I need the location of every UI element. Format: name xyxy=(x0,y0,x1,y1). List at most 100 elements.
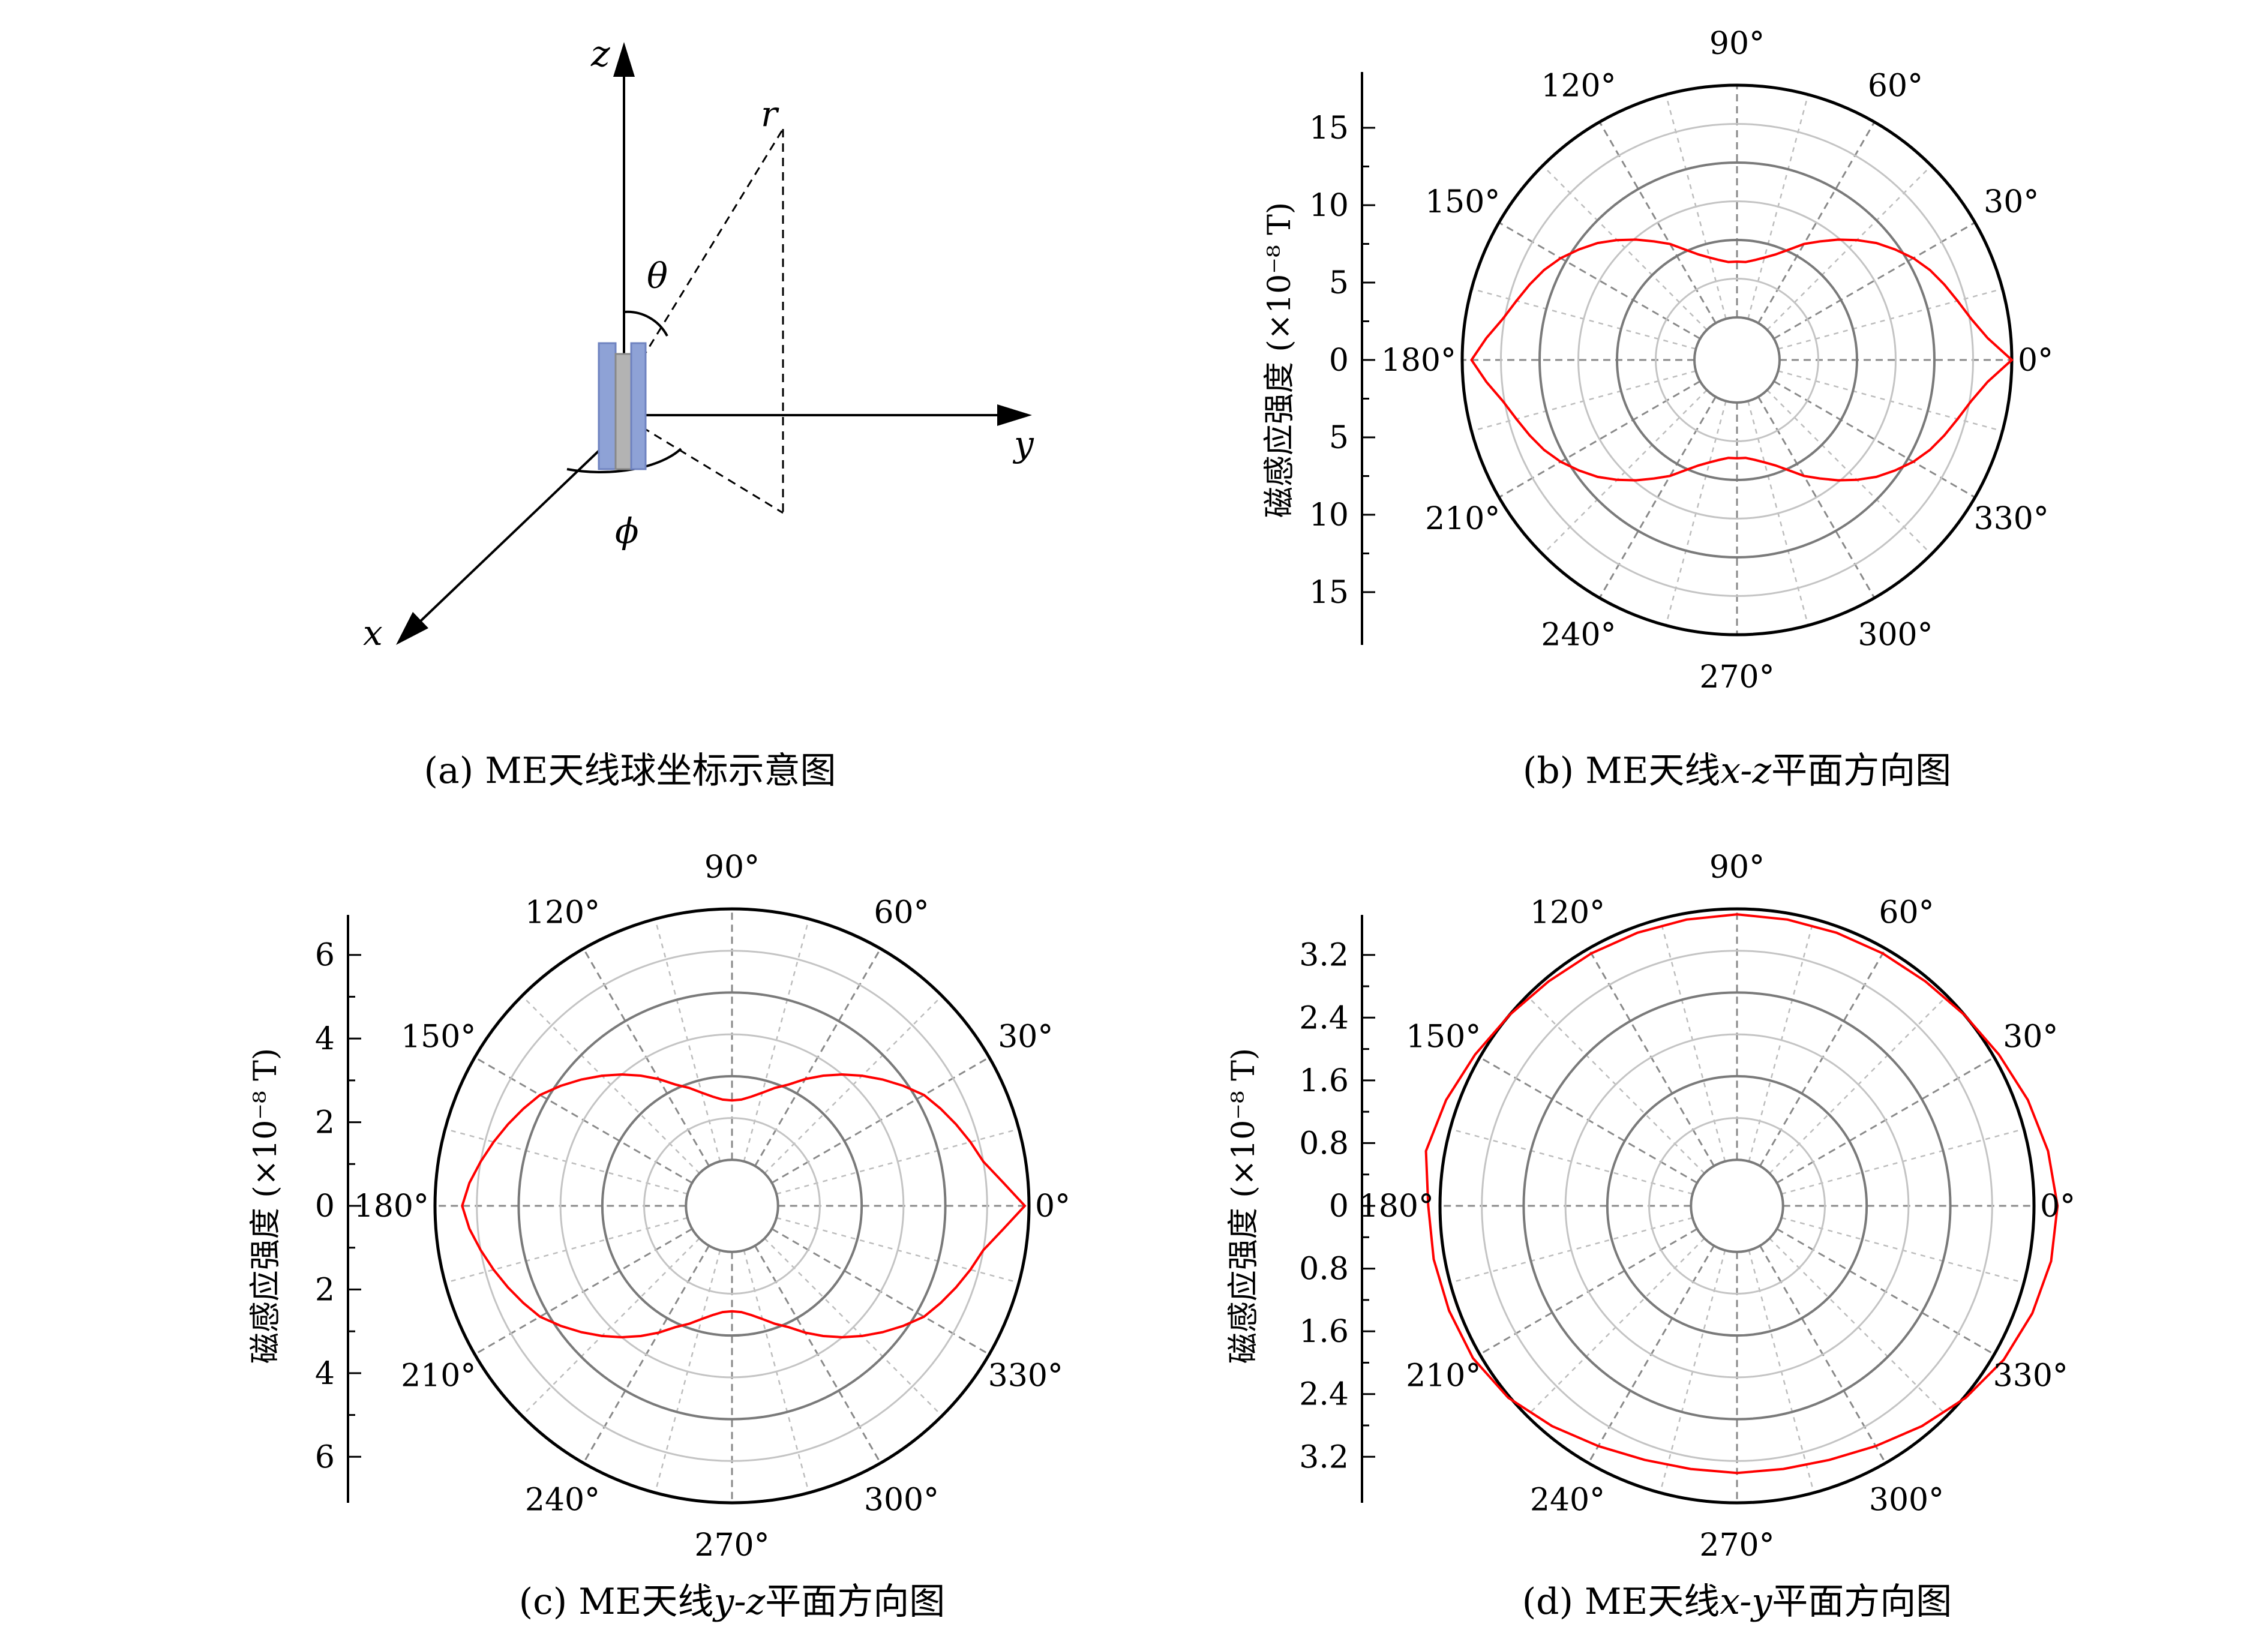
radial-tick-label: 3.2 xyxy=(1299,1439,1349,1475)
dashed-r-line xyxy=(641,128,784,359)
chart-caption: (c) ME天线y-z平面方向图 xyxy=(519,1581,946,1623)
angle-label: 60° xyxy=(1879,895,1934,931)
radial-tick-label: 5 xyxy=(1329,265,1349,301)
angle-label: 270° xyxy=(1699,659,1774,695)
radial-axis: 6 4 2 0 2 4 6 xyxy=(315,915,361,1503)
radial-gridcircle xyxy=(1577,200,1897,520)
pattern-curve xyxy=(461,1073,1027,1339)
angle-label: 150° xyxy=(1425,184,1500,220)
y-axis-arrowhead xyxy=(997,404,1032,426)
radial-tick-label: 0 xyxy=(1329,343,1349,379)
angle-label: 210° xyxy=(401,1358,476,1394)
angle-label: 90° xyxy=(1709,849,1765,885)
x-axis-label: x xyxy=(363,613,383,653)
chart-caption: (b) ME天线x-z平面方向图 xyxy=(1523,750,1951,792)
radial-tick-label: 5 xyxy=(1329,420,1349,456)
angle-label: 120° xyxy=(1541,68,1616,104)
z-axis-label: z xyxy=(590,33,610,75)
angle-label: 270° xyxy=(1699,1527,1774,1563)
radial-tick-label: 6 xyxy=(315,1439,335,1475)
inner-circle xyxy=(685,1158,779,1253)
angle-label: 300° xyxy=(1869,1482,1944,1518)
angle-label: 0° xyxy=(2018,343,2053,379)
antenna-right-plate xyxy=(630,342,647,470)
pattern-curve xyxy=(1470,238,2014,482)
angle-label: 300° xyxy=(864,1482,939,1518)
radial-gridcircle xyxy=(559,1033,905,1379)
angle-label: 240° xyxy=(1530,1482,1605,1518)
radial-axis: 15 10 5 0 5 10 15 xyxy=(1309,72,1375,645)
radial-tick-label: 4 xyxy=(315,1356,335,1392)
polar-chart-2: 0° 30° 60° 90° 120° 150° 180° 210° 240° 270° 300° 3… xyxy=(248,849,1070,1623)
angle-label: 0° xyxy=(2040,1188,2075,1224)
polar-frame xyxy=(1438,907,2036,1505)
radial-tick-label: 1.6 xyxy=(1299,1063,1349,1099)
polar-chart-3: 0°30°60°90°120°150°180°210°240°270°300°3… xyxy=(1226,849,2075,1623)
caption-a: (a) ME天线球坐标示意图 xyxy=(424,750,836,792)
angle-label: 240° xyxy=(1541,617,1616,653)
angle-label: 330° xyxy=(1993,1358,2068,1394)
radial-gridcircle xyxy=(1500,123,1974,597)
chart-caption: (d) ME天线x-y平面方向图 xyxy=(1522,1581,1952,1623)
angle-label: 0° xyxy=(1035,1188,1070,1224)
angle-label: 60° xyxy=(1868,68,1923,104)
inner-circle xyxy=(1690,1158,1784,1253)
radial-tick-label: 15 xyxy=(1309,110,1349,146)
radial-gridcircle xyxy=(643,1117,821,1295)
radial-gridcircle xyxy=(517,991,947,1421)
x-axis-arrowhead xyxy=(396,612,428,645)
radial-tick-label: 6 xyxy=(315,938,335,974)
angle-label: 180° xyxy=(1381,343,1456,379)
angle-label: 120° xyxy=(1530,895,1605,931)
angle-label: 90° xyxy=(704,849,760,885)
angle-label: 30° xyxy=(1984,184,2039,220)
pattern-curve xyxy=(1424,913,2059,1475)
z-axis-arrowhead xyxy=(613,42,635,77)
radial-tick-label: 2 xyxy=(315,1105,335,1141)
radial-gridcircle xyxy=(476,950,988,1462)
radial-tick-label: 10 xyxy=(1309,497,1349,533)
radial-tick-label: 4 xyxy=(315,1021,335,1057)
radial-gridcircle xyxy=(1648,1117,1826,1295)
theta-arc xyxy=(623,310,668,337)
angle-label: 210° xyxy=(1406,1358,1481,1394)
y-axis-label: y xyxy=(1012,424,1034,464)
radial-gridcircle xyxy=(1616,239,1858,481)
radial-tick-label: 2.4 xyxy=(1299,1377,1349,1413)
angle-label: 210° xyxy=(1425,501,1500,537)
radial-gridcircle xyxy=(1522,991,1952,1421)
angle-label: 150° xyxy=(401,1019,476,1055)
polar-chart-1: 0° 30° 60° 90° 120° 150° 180° 210° 240° 270° 300° 3… xyxy=(1262,26,2053,792)
radial-tick-label: 0.8 xyxy=(1299,1251,1349,1287)
radial-tick-label: 2.4 xyxy=(1299,1000,1349,1036)
polar-frame xyxy=(433,907,1031,1505)
radial-tick-label: 2 xyxy=(315,1272,335,1308)
theta-label: θ xyxy=(647,256,668,296)
angle-label: 270° xyxy=(694,1527,769,1563)
phi-label: ϕ xyxy=(615,511,639,551)
y-axis-label: 磁感应强度 (×10⁻⁸ T) xyxy=(1226,1048,1262,1364)
antenna-core xyxy=(614,353,632,470)
angle-label: 180° xyxy=(354,1188,429,1224)
radial-gridcircle xyxy=(1481,950,1993,1462)
angle-label: 330° xyxy=(1974,501,2049,537)
angle-label: 90° xyxy=(1709,26,1765,62)
radial-tick-label: 10 xyxy=(1309,188,1349,224)
angle-label: 30° xyxy=(2003,1019,2058,1055)
radial-axis: 3.2 2.4 1.6 0.8 0 0.8 1.6 2.4 3.2 xyxy=(1299,915,1375,1503)
radial-gridcircle xyxy=(1655,278,1819,442)
x-axis xyxy=(404,443,607,637)
radial-tick-label: 3.2 xyxy=(1299,938,1349,974)
angle-label: 150° xyxy=(1406,1019,1481,1055)
panel-a-schematic: z y x r θ ϕ (a) ME天线球坐标示意图 xyxy=(363,33,1034,792)
angle-label: 120° xyxy=(525,895,600,931)
angle-label: 330° xyxy=(988,1358,1063,1394)
y-axis-label: 磁感应强度 (×10⁻⁸ T) xyxy=(248,1048,284,1364)
radial-gridcircle xyxy=(1606,1074,1868,1337)
angle-label: 30° xyxy=(998,1019,1053,1055)
radial-tick-label: 1.6 xyxy=(1299,1314,1349,1350)
radial-tick-label: 0.8 xyxy=(1299,1125,1349,1161)
radial-gridcircle xyxy=(1564,1033,1910,1379)
angle-label: 60° xyxy=(874,895,929,931)
